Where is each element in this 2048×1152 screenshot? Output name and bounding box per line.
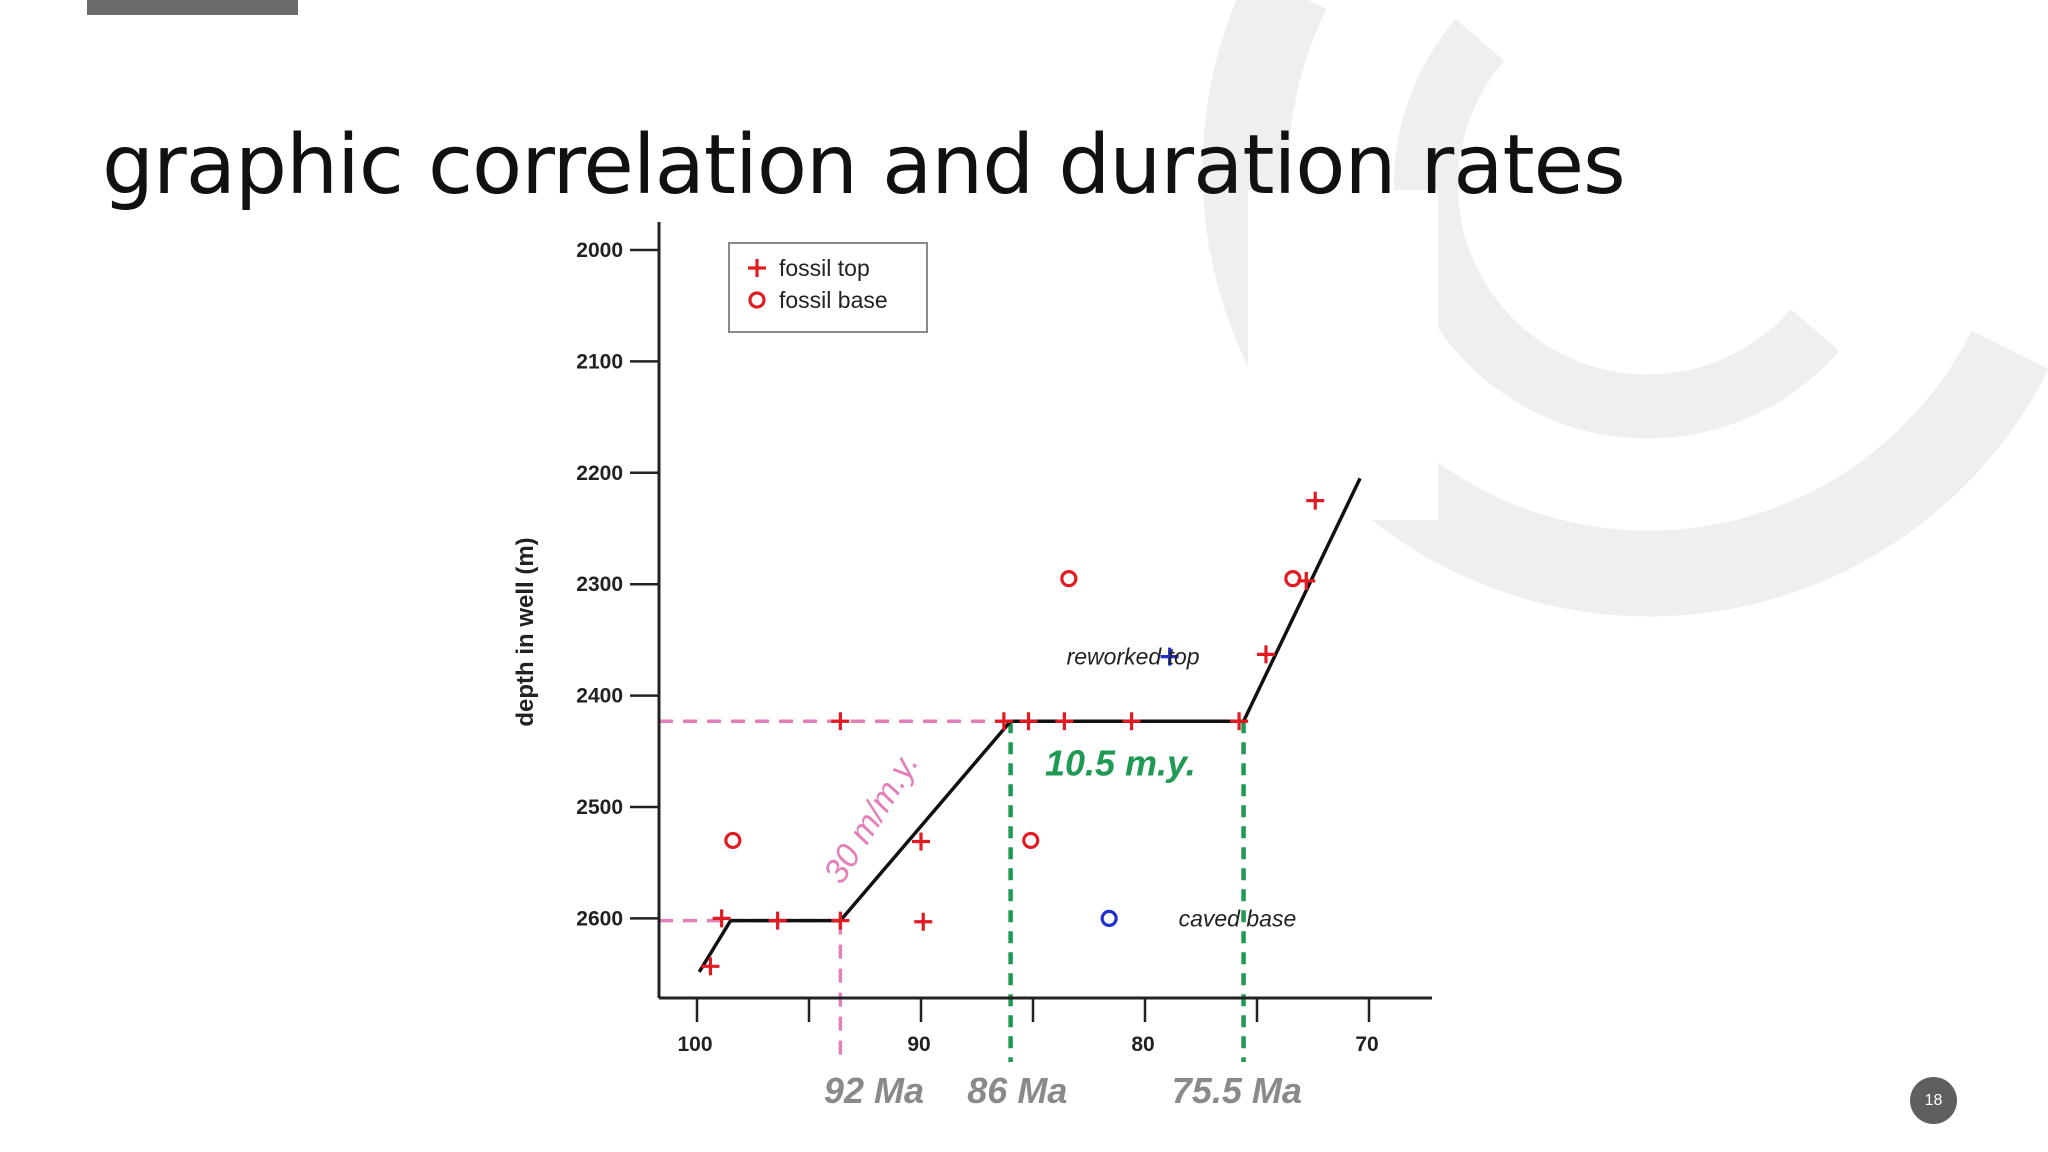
fossil-top-point-8 [1019, 712, 1038, 731]
fossil-base-point-0 [724, 831, 742, 850]
y-tick-label-2400: 2400 [576, 685, 623, 708]
fossil-top-point-1 [712, 909, 731, 928]
y-tick-label-2100: 2100 [576, 350, 623, 373]
fossil-top-point-4 [912, 832, 930, 851]
legend-circle-icon [748, 291, 766, 309]
fossil-top-point-9 [1055, 712, 1074, 731]
y-tick-label-2300: 2300 [576, 573, 623, 596]
age-label-1: 86 Ma [967, 1070, 1067, 1111]
fossil-top-point-12 [1256, 645, 1275, 664]
fossil-top-point-5 [914, 912, 933, 931]
legend-label-0: fossil top [779, 255, 870, 281]
chart-legend: fossil top fossil base [728, 242, 928, 333]
y-axis-label: depth in well (m) [512, 537, 539, 726]
legend-plus-icon [748, 259, 766, 277]
x-tick-label-70: 70 [1355, 1033, 1378, 1056]
reworked-top-label: reworked top [1067, 644, 1200, 670]
fossil-top-point-11 [1230, 712, 1249, 731]
caved-base-label: caved base [1179, 905, 1297, 931]
fossil-top-point-0 [701, 957, 720, 976]
y-tick-label-2600: 2600 [576, 907, 623, 930]
y-tick-label-2200: 2200 [576, 462, 623, 485]
fossil-top-point-2 [768, 911, 787, 930]
slide-title: graphic correlation and duration rates [102, 118, 1626, 213]
reworked-top-point-0 [1160, 647, 1179, 666]
fossil-base-point-2 [1060, 570, 1078, 588]
x-tick-label-90: 90 [907, 1033, 930, 1056]
fossil-base-point-3 [1284, 570, 1302, 588]
line-of-correlation [697, 477, 1362, 973]
title-accent-bar [87, 0, 298, 15]
rate-annotation: 30 m/m.y. [816, 746, 926, 891]
age-label-2: 75.5 Ma [1172, 1070, 1302, 1111]
x-tick-label-100: 100 [677, 1033, 712, 1056]
legend-label-1: fossil base [779, 287, 888, 313]
page-number-badge: 18 [1910, 1077, 1957, 1124]
fossil-top-point-3 [831, 911, 850, 930]
fossil-base-point-1 [1022, 831, 1040, 850]
x-tick-label-80: 80 [1131, 1033, 1154, 1056]
fossil-top-point-10 [1122, 712, 1141, 731]
age-label-0: 92 Ma [824, 1070, 924, 1111]
y-tick-label-2000: 2000 [576, 239, 623, 262]
fossil-top-point-14 [1306, 491, 1325, 510]
fossil-top-point-6 [831, 712, 850, 731]
duration-annotation: 10.5 m.y. [1045, 742, 1196, 783]
fossil-top-point-7 [994, 712, 1013, 731]
caved-base-point-0 [1100, 909, 1118, 928]
y-tick-label-2500: 2500 [576, 796, 623, 819]
